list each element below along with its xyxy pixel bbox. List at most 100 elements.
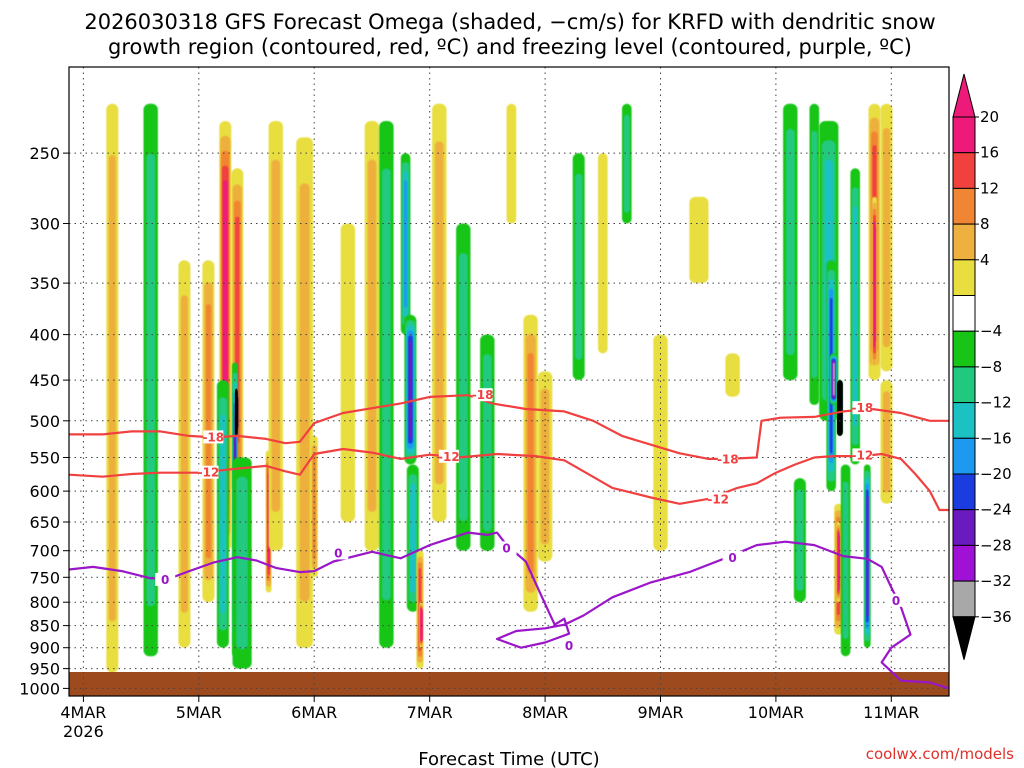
colorbar-top-arrow [952, 73, 976, 118]
contour-label-bg [559, 639, 580, 652]
omega-cell-17-level-3 [404, 180, 408, 308]
colorbar-label-3: 8 [980, 215, 990, 233]
omega-cell-11-level-1 [271, 159, 281, 512]
colorbar-band-16-to-20 [952, 152, 976, 189]
colorbar-band-4-to-8 [952, 259, 976, 296]
y-tick-label-850: 850 [29, 617, 60, 636]
x-tick-label-4MAR: 4MAR [60, 703, 106, 722]
colorbar-bottom-arrow [952, 616, 976, 660]
y-tick-label-700: 700 [29, 542, 60, 561]
y-axis: 250 300 350 400 450 500 550 600 650 700 750 800 850 9… [19, 144, 69, 698]
contour-label--12-0: -12 [198, 466, 220, 480]
omega-cell-43-level-1 [842, 481, 849, 639]
colorbar-label-10: −24 [980, 501, 1012, 519]
colorbar: 20 16 12 8 4 −4 −8 −12 −16 −20 −24 −28 −32 −36 [952, 73, 1012, 660]
y-tick-label-1000: 1000 [19, 679, 60, 698]
contour--18 [69, 394, 949, 460]
omega-cell-15-level-1 [367, 159, 377, 512]
contour-label-bg [472, 388, 493, 402]
colorbar-label-8: −16 [980, 429, 1012, 447]
colorbar-band--4-to-4 [952, 295, 976, 332]
colorbar-label-11: −28 [980, 536, 1012, 554]
colorbar-band--36-to--32 [952, 580, 976, 618]
omega-cell-0-level-1 [108, 155, 116, 622]
colorbar-label-5: −4 [980, 322, 1002, 340]
contour-label-bg [198, 465, 219, 479]
omega-cell-28-level-1 [575, 173, 583, 360]
colorbar-label-6: −8 [980, 358, 1002, 376]
omega-cell-18-level-5 [409, 340, 412, 439]
x-tick-label-8MAR: 8MAR [522, 703, 568, 722]
omega-cell-31-level-0 [653, 334, 668, 551]
omega-cell-23-level-1 [459, 253, 468, 522]
contour-label-bg [438, 449, 459, 463]
omega-cell-29-level-0 [598, 153, 608, 354]
contour-label--18-1: -18 [472, 388, 494, 402]
colorbar-band--8-to--4 [952, 330, 976, 368]
colorbar-band-12-to-16 [952, 187, 976, 225]
contour-label-0-2: 0 [502, 541, 510, 555]
colorbar-band--12-to--8 [952, 366, 976, 404]
x-tick-label-6MAR: 6MAR [291, 703, 337, 722]
omega-cell-47-level-5 [873, 227, 876, 342]
omega-cell-49-level-1 [882, 391, 891, 493]
omega-core-7 [234, 388, 238, 436]
omega-cell-39-level-7 [832, 363, 835, 396]
colorbar-label-1: 16 [980, 144, 999, 162]
colorbar-label-4: 4 [980, 251, 990, 269]
x-tick-label-9MAR: 9MAR [637, 703, 683, 722]
colorbar-band--16-to--12 [952, 402, 976, 439]
temperature-contours: -18 -18 -18 -18 -12 -12 -12 -12 0 0 0 0 0 0 [69, 388, 949, 690]
y-tick-label-450: 450 [29, 371, 60, 390]
contour-label--12-3: -12 [852, 448, 874, 462]
omega-cell-12-level-1 [299, 183, 310, 602]
contour-label-0-0: 0 [161, 573, 169, 587]
omega-cell-19-level-2 [410, 483, 416, 593]
y-tick-label-900: 900 [29, 639, 60, 658]
contour-label-bg [717, 452, 738, 466]
colorbar-band-20-to-24 [952, 116, 976, 154]
colorbar-label-12: −32 [980, 572, 1012, 590]
contour-label-0-5: 0 [565, 639, 573, 653]
x-tick-sublabel-year: 2026 [63, 722, 104, 741]
colorbar-label-2: 12 [980, 179, 999, 197]
omega-core-40 [837, 380, 843, 436]
omega-cell-2-level-1 [180, 295, 188, 613]
y-tick-label-950: 950 [29, 660, 60, 679]
contour-label-bg [708, 492, 729, 506]
x-tick-label-5MAR: 5MAR [176, 703, 222, 722]
omega-cell-34-level-1 [786, 128, 795, 356]
contour-label-bg [203, 430, 224, 444]
omega-cell-36-level-1 [796, 489, 804, 591]
y-tick-label-650: 650 [29, 513, 60, 532]
omega-cell-27-level-1 [540, 388, 550, 545]
y-tick-label-600: 600 [29, 482, 60, 501]
contour-label-0-1: 0 [334, 546, 342, 560]
omega-cell-26-level-2 [527, 353, 534, 574]
y-tick-label-500: 500 [29, 412, 60, 431]
y-tick-label-350: 350 [29, 274, 60, 293]
y-tick-label-800: 800 [29, 593, 60, 612]
omega-cell-35-level-1 [811, 130, 818, 378]
y-tick-label-550: 550 [29, 449, 60, 468]
colorbar-band--32-to--28 [952, 544, 976, 582]
contour-label-bg [852, 448, 873, 462]
ground-surface [69, 672, 949, 696]
colorbar-label-7: −12 [980, 394, 1012, 412]
colorbar-band--20-to--16 [952, 437, 976, 475]
omega-cell-44-level-2 [853, 206, 858, 427]
colorbar-band--24-to--20 [952, 473, 976, 511]
colorbar-band--28-to--24 [952, 509, 976, 546]
omega-cell-21-level-5 [420, 610, 423, 640]
contour-label-bg [155, 572, 176, 586]
omega-cell-45-level-5 [866, 496, 869, 616]
omega-cell-16-level-1 [382, 168, 391, 601]
omega-cell-1-level-1 [146, 153, 156, 607]
chart-title-line1: 2026030318 GFS Forecast Omega (shaded, −… [84, 10, 935, 34]
omega-cell-8-level-2 [220, 414, 226, 614]
y-tick-label-750: 750 [29, 568, 60, 587]
omega-cell-32-level-0 [689, 196, 709, 283]
y-tick-label-300: 300 [29, 215, 60, 234]
contour-label--18-2: -18 [717, 453, 739, 467]
